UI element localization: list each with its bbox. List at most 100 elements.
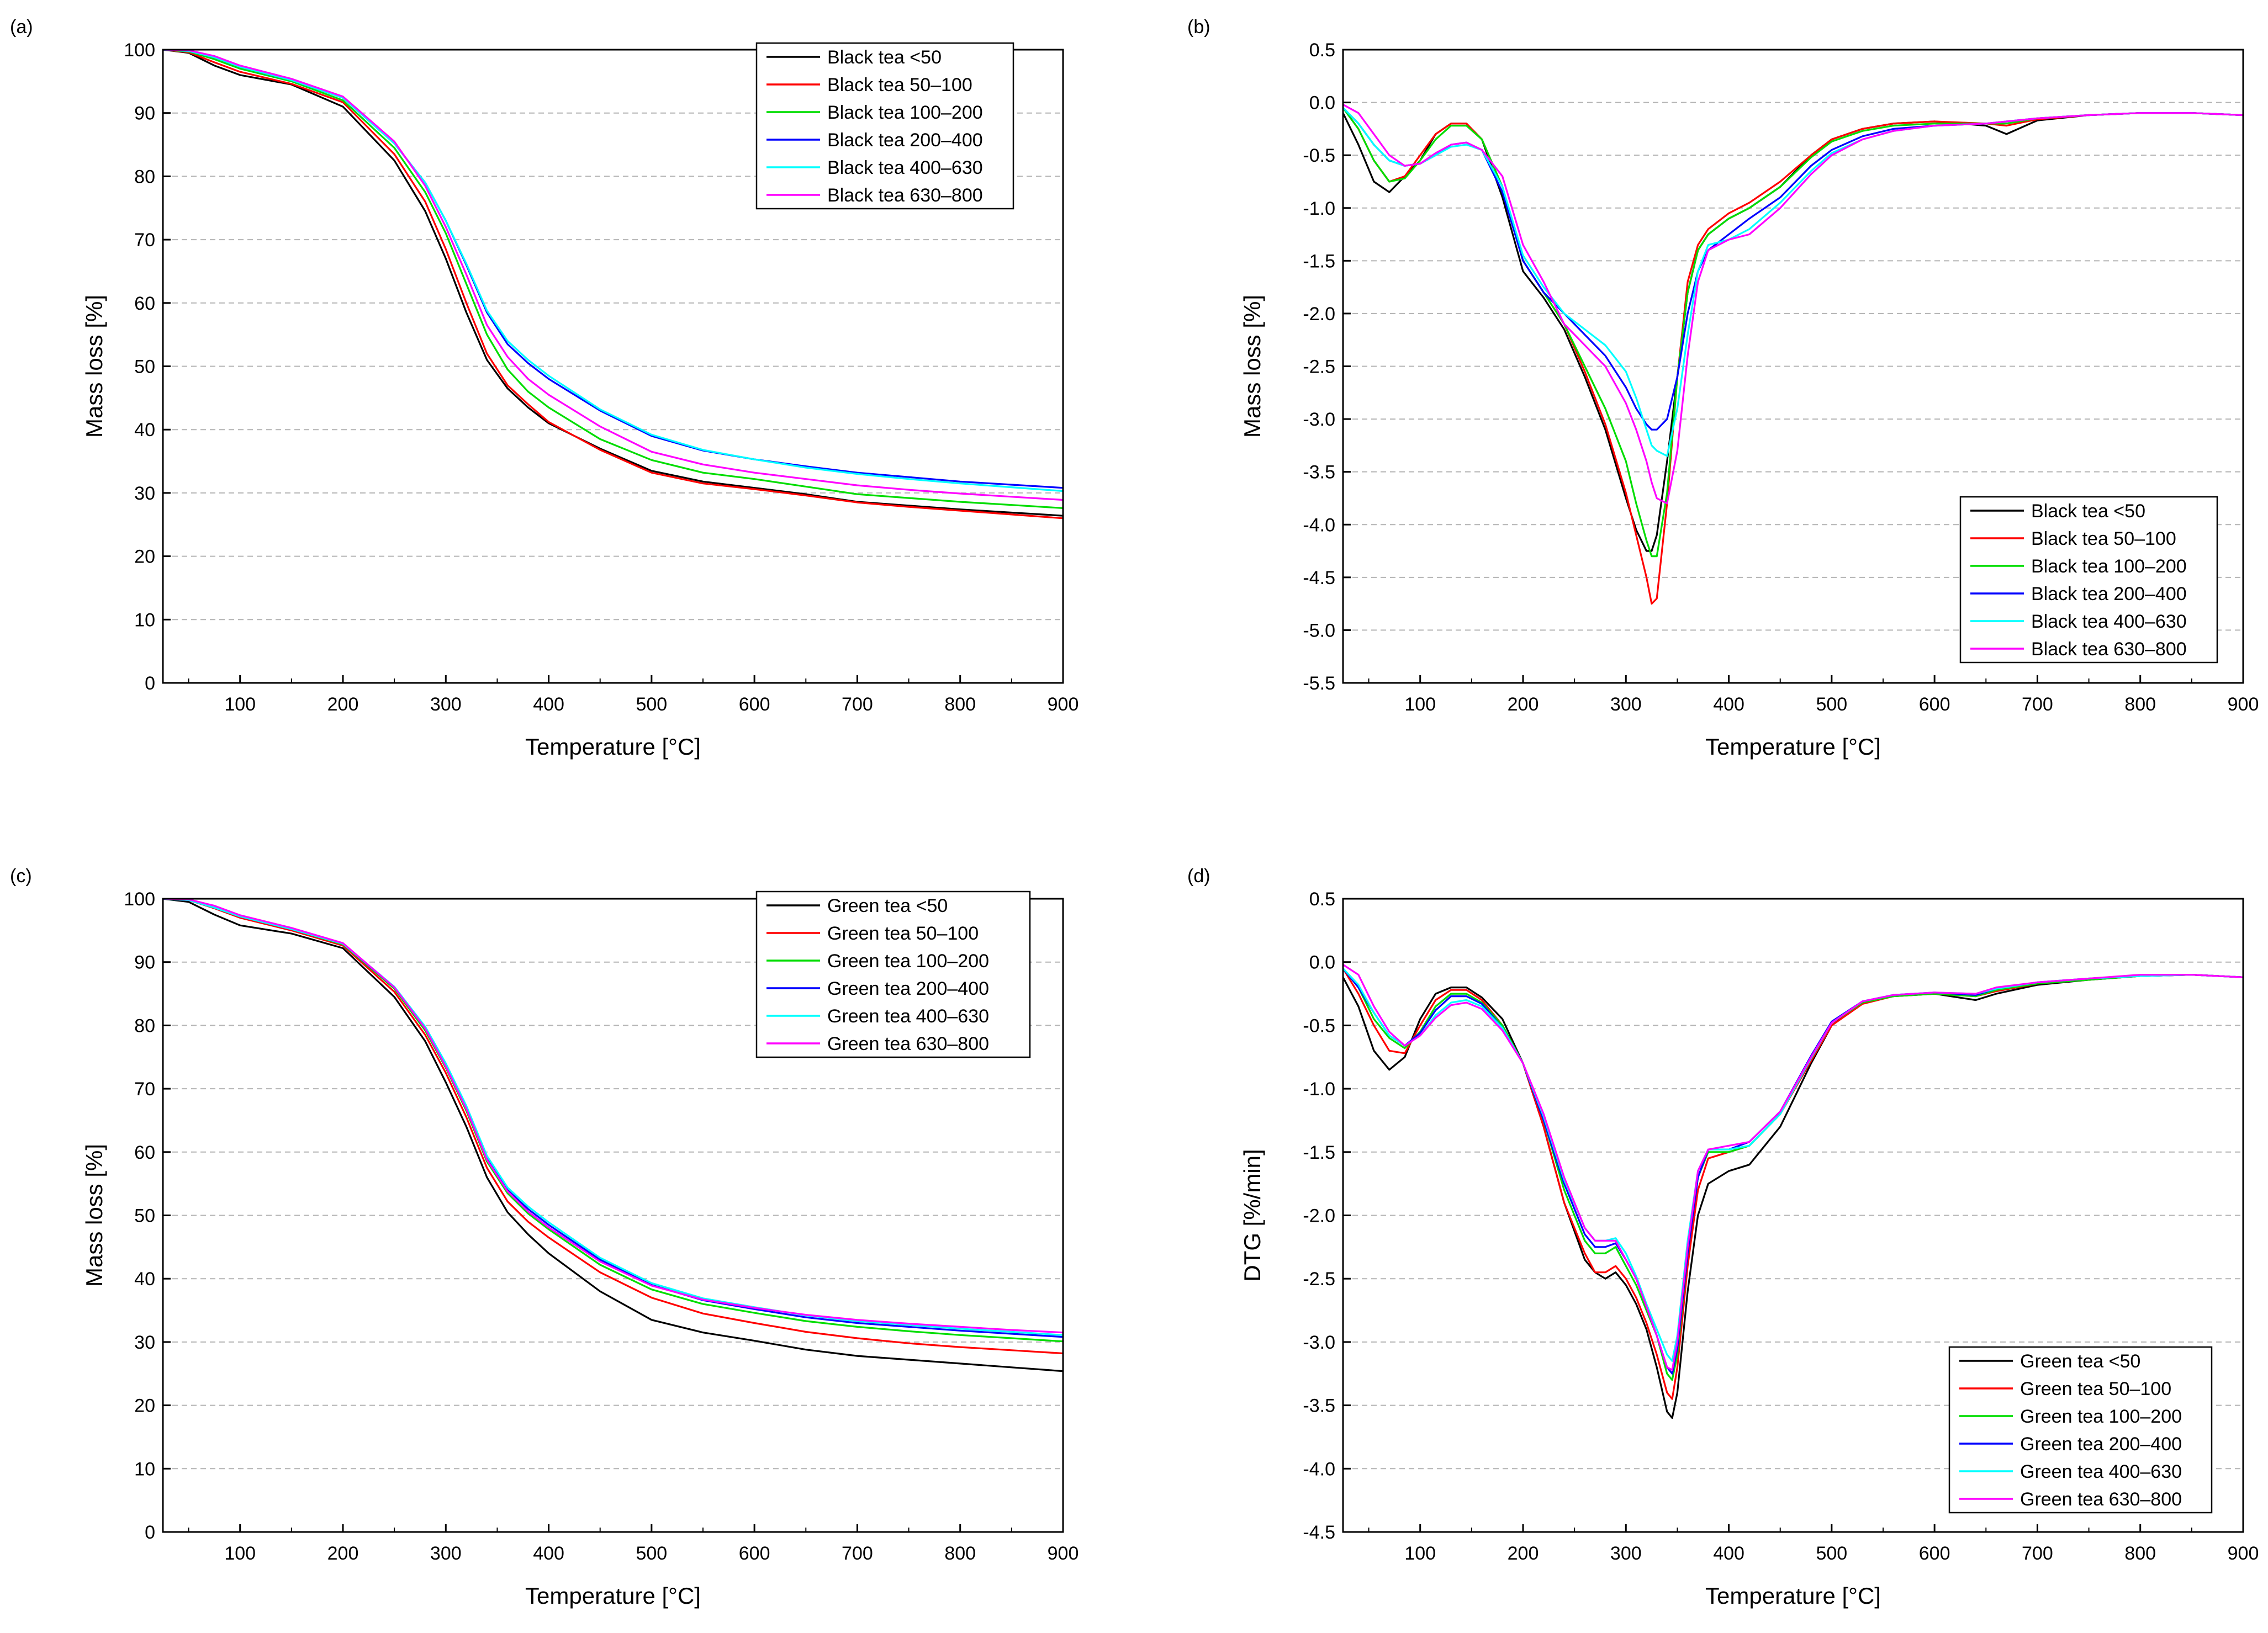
x-tick-label: 300 — [430, 694, 462, 715]
y-tick-label: -4.0 — [1303, 515, 1335, 536]
panel-label: (d) — [1187, 866, 1210, 887]
panel-label: (c) — [10, 866, 32, 887]
y-tick-label: 80 — [134, 1015, 155, 1036]
x-tick-label: 600 — [1919, 1543, 1950, 1564]
y-tick-label: 10 — [134, 609, 155, 630]
y-tick-label: 100 — [124, 889, 155, 910]
y-tick-label: -3.5 — [1303, 462, 1335, 483]
y-tick-label: -1.5 — [1303, 1142, 1335, 1163]
x-tick-label: 900 — [1048, 1543, 1079, 1564]
legend-label: Green tea <50 — [2020, 1351, 2140, 1372]
legend: Green tea <50 Green tea 50–100 Green tea 1… — [1948, 1346, 2213, 1514]
y-axis-title: DTG [%/min] — [1239, 1149, 1265, 1281]
x-tick-label: 400 — [1713, 694, 1744, 715]
legend-box — [1948, 1346, 2213, 1514]
x-tick-label: 200 — [327, 1543, 359, 1564]
chart-panel-a: (a) 0 10 20 30 40 50 60 70 80 90 100 100 200 300 400 500… — [10, 17, 1079, 760]
y-tick-label: 30 — [134, 1332, 155, 1353]
legend-label: Green tea 200–400 — [2020, 1434, 2182, 1455]
chart-panel-d: (d) 0.5 0.0 -0.5 -1.0 -1.5 -2.0 -2.5 -3.0 -3.5 -4.… — [1187, 866, 2259, 1609]
legend-label: Black tea 200–400 — [2031, 584, 2187, 605]
x-tick-label: 900 — [1048, 694, 1079, 715]
legend-label: Black tea 400–630 — [2031, 611, 2187, 632]
series-line — [163, 50, 1063, 509]
chart-panel-b: (b) 0.5 0.0 -0.5 -1.0 -1.5 -2.0 -2.5 -3.0 -3.5 -4.… — [1187, 17, 2259, 760]
x-tick-label: 800 — [944, 694, 976, 715]
x-tick-label: 900 — [2228, 694, 2259, 715]
series-line — [163, 50, 1063, 501]
legend-label: Green tea 400–630 — [2020, 1461, 2182, 1482]
series-line — [1343, 107, 2243, 431]
x-tick-label: 600 — [739, 1543, 770, 1564]
y-tick-label: 0.0 — [1309, 93, 1335, 114]
y-tick-label: 30 — [134, 483, 155, 504]
series-line — [1343, 963, 2243, 1371]
legend-label: Black tea 630–800 — [827, 185, 983, 206]
legend-box — [755, 42, 1014, 210]
x-tick-label: 600 — [739, 694, 770, 715]
legend: Black tea <50 Black tea 50–100 Black tea 1… — [1959, 496, 2218, 664]
legend: Green tea <50 Green tea 50–100 Green tea 1… — [755, 890, 1031, 1058]
series-line — [1343, 968, 2243, 1375]
x-axis-title: Temperature [°C] — [1705, 1583, 1881, 1609]
y-tick-label: 70 — [134, 230, 155, 251]
y-axis-title: Mass loss [%] — [81, 295, 107, 438]
y-tick-label: -4.5 — [1303, 568, 1335, 588]
legend-label: Green tea 630–800 — [827, 1033, 989, 1054]
x-tick-label: 700 — [2022, 694, 2053, 715]
y-tick-label: -2.0 — [1303, 1206, 1335, 1227]
y-tick-label: -2.0 — [1303, 304, 1335, 325]
x-tick-label: 700 — [2022, 1543, 2053, 1564]
y-tick-label: 20 — [134, 547, 155, 568]
legend-box — [755, 890, 1031, 1058]
y-axis-title: Mass loss [%] — [1239, 295, 1265, 438]
legend-label: Green tea 200–400 — [827, 978, 989, 999]
y-tick-label: 50 — [134, 1206, 155, 1227]
x-tick-label: 200 — [1508, 694, 1539, 715]
y-tick-label: 40 — [134, 420, 155, 441]
x-tick-label: 500 — [636, 1543, 667, 1564]
x-tick-label: 200 — [327, 694, 359, 715]
y-tick-label: -3.5 — [1303, 1396, 1335, 1417]
legend-label: Black tea 400–630 — [827, 157, 983, 178]
x-tick-label: 400 — [1713, 1543, 1744, 1564]
legend-label: Black tea <50 — [827, 47, 942, 68]
series-line — [1343, 107, 2243, 605]
legend-label: Black tea <50 — [2031, 501, 2145, 522]
legend-label: Green tea 100–200 — [2020, 1406, 2182, 1427]
y-tick-label: -3.0 — [1303, 1332, 1335, 1353]
y-tick-label: 0.0 — [1309, 952, 1335, 973]
x-tick-label: 400 — [533, 694, 564, 715]
x-tick-label: 300 — [1610, 1543, 1642, 1564]
legend-label: Black tea 100–200 — [827, 102, 983, 123]
y-tick-label: 70 — [134, 1079, 155, 1100]
y-tick-label: 100 — [124, 40, 155, 61]
legend-label: Green tea 630–800 — [2020, 1489, 2182, 1510]
y-tick-label: -4.0 — [1303, 1459, 1335, 1480]
series-line — [1343, 968, 2243, 1381]
series-line — [163, 899, 1063, 1355]
x-tick-label: 100 — [224, 694, 256, 715]
x-axis-title: Temperature [°C] — [525, 734, 701, 760]
chart-panel-c: (c) 0 10 20 30 40 50 60 70 80 90 100 100 200 300 400 500… — [10, 866, 1079, 1609]
y-tick-label: -4.5 — [1303, 1522, 1335, 1543]
y-tick-label: -2.5 — [1303, 1269, 1335, 1290]
series-line — [163, 50, 1063, 492]
y-tick-label: 80 — [134, 166, 155, 187]
series-line — [1343, 103, 2243, 505]
y-tick-label: 0 — [145, 1522, 155, 1543]
y-tick-label: -3.0 — [1303, 409, 1335, 430]
x-tick-label: 900 — [2228, 1543, 2259, 1564]
y-tick-label: 10 — [134, 1459, 155, 1480]
series-line — [1343, 107, 2243, 558]
legend-label: Black tea 200–400 — [827, 130, 983, 151]
x-axis-title: Temperature [°C] — [1705, 734, 1881, 760]
panel-label: (b) — [1187, 17, 1210, 38]
series-line — [163, 899, 1063, 1372]
legend-label: Black tea 50–100 — [827, 75, 972, 96]
y-tick-label: -1.5 — [1303, 251, 1335, 272]
x-tick-label: 600 — [1919, 694, 1950, 715]
series-line — [1343, 112, 2243, 552]
x-tick-label: 700 — [842, 694, 873, 715]
